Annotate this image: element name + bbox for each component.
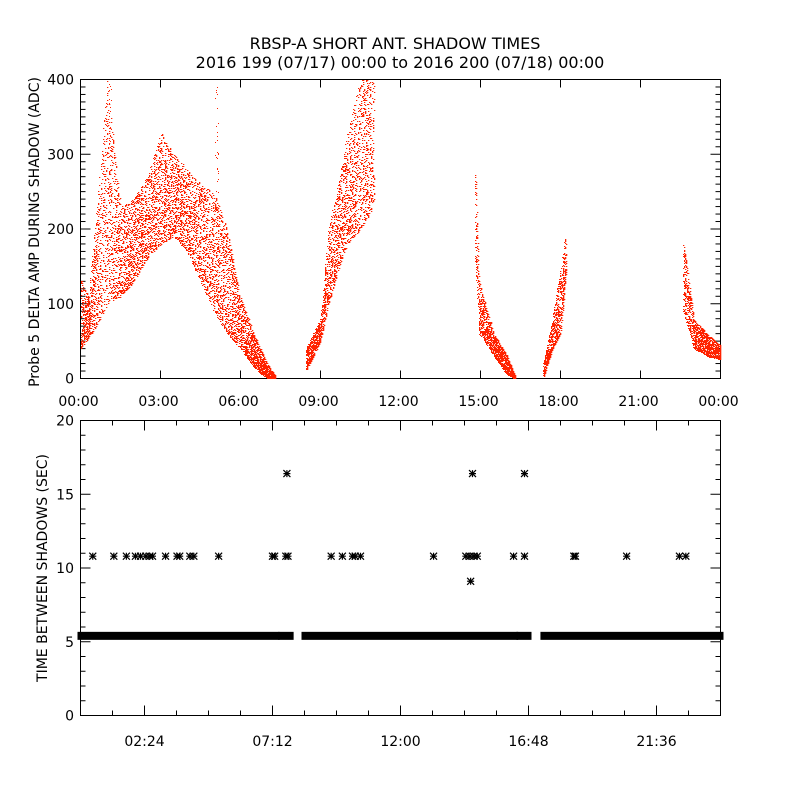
bottom-y-tick-label: 10 [56, 561, 74, 577]
bottom-y-tick-label: 15 [56, 487, 74, 503]
asterisk-point [148, 552, 157, 561]
bottom-plot-frame [80, 420, 721, 716]
asterisk-point [109, 552, 118, 561]
top-x-tick-label: 03:00 [138, 394, 178, 410]
asterisk-point [185, 552, 194, 561]
asterisk-point [338, 552, 347, 561]
top-x-tick-label: 00:00 [698, 394, 738, 410]
top-y-tick-label: 300 [47, 147, 74, 163]
top-x-tick-label: 12:00 [378, 394, 418, 410]
dense-asterisk-band [301, 631, 519, 640]
bottom-x-tick-label: 07:12 [252, 734, 292, 750]
top-x-tick-label: 09:00 [298, 394, 338, 410]
bottom-y-tick-label: 5 [65, 635, 74, 651]
asterisk-point [520, 469, 529, 478]
top-data-points [81, 80, 722, 379]
asterisk-point [270, 552, 279, 561]
top-y-tick-label: 400 [47, 73, 74, 89]
asterisk-point [675, 552, 684, 561]
asterisk-point [473, 552, 482, 561]
asterisk-point [136, 552, 145, 561]
top-panel: 00:00 03:00 06:00 09:00 12:00 15:00 18:00 21:00… [27, 73, 739, 411]
asterisk-point [161, 552, 170, 561]
top-x-tick-label: 00:00 [58, 394, 98, 410]
bottom-y-axis-label: TIME BETWEEN SHADOWS (SEC) [35, 454, 51, 683]
asterisk-point [175, 552, 184, 561]
asterisk-point [622, 552, 631, 561]
top-y-tick-label: 0 [65, 372, 74, 388]
asterisk-point [520, 552, 529, 561]
top-x-tick-label: 06:00 [218, 394, 258, 410]
bottom-x-tick-label: 02:24 [124, 734, 164, 750]
top-y-tick-label: 200 [47, 222, 74, 238]
asterisk-point [122, 552, 131, 561]
dense-asterisk-band [278, 631, 294, 640]
asterisk-point [468, 469, 477, 478]
asterisk-point [509, 552, 518, 561]
asterisk-point [88, 552, 97, 561]
dense-asterisk-band [516, 631, 532, 640]
chart-subtitle: 2016 199 (07/17) 00:00 to 2016 200 (07/1… [196, 53, 605, 72]
top-x-tick-label: 18:00 [538, 394, 578, 410]
asterisk-point [466, 577, 475, 586]
bottom-x-tick-label: 12:00 [380, 734, 420, 750]
chart-title: RBSP-A SHORT ANT. SHADOW TIMES [250, 34, 541, 53]
top-y-tick-label: 100 [47, 297, 74, 313]
bottom-x-tick-label: 21:36 [636, 734, 676, 750]
asterisk-point [429, 552, 438, 561]
asterisk-point [356, 552, 365, 561]
asterisk-point [282, 469, 291, 478]
bottom-y-tick-label: 20 [56, 414, 74, 430]
asterisk-point [141, 552, 150, 561]
top-x-tick-label: 21:00 [618, 394, 658, 410]
top-x-tick-label: 15:00 [458, 394, 498, 410]
asterisk-point [189, 552, 198, 561]
asterisk-point [327, 552, 336, 561]
asterisk-point [681, 552, 690, 561]
dense-asterisk-band [77, 631, 280, 640]
top-plot-frame [80, 79, 721, 379]
bottom-y-tick-label: 0 [65, 709, 74, 725]
bottom-panel: 02:24 07:12 12:00 16:48 21:36 0 5 10 15 20 TIME B… [35, 414, 724, 750]
bottom-x-tick-label: 16:48 [508, 734, 548, 750]
dense-asterisk-band [540, 631, 724, 640]
asterisk-point [214, 552, 223, 561]
asterisk-point [284, 552, 292, 561]
asterisk-point [351, 552, 360, 561]
asterisk-point [465, 552, 474, 561]
asterisk-point [131, 552, 140, 561]
asterisk-point [571, 552, 580, 561]
asterisk-point [461, 552, 470, 561]
top-y-axis-label: Probe 5 DELTA AMP DURING SHADOW (ADC) [27, 77, 43, 387]
